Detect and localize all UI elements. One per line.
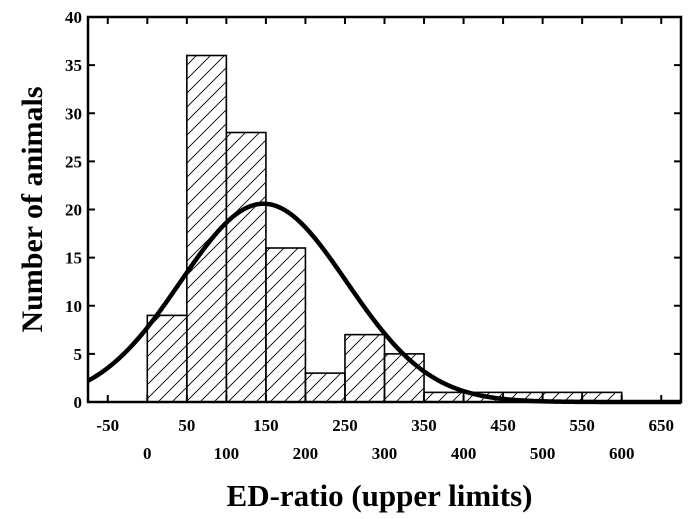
x-tick-label-upper: 50 <box>178 416 195 435</box>
x-tick-label-upper: 250 <box>332 416 358 435</box>
histogram-bar <box>225 131 267 403</box>
x-tick-label-upper: -50 <box>96 416 119 435</box>
x-tick-label-lower: 500 <box>530 444 556 463</box>
x-tick-label-lower: 600 <box>609 444 635 463</box>
x-tick-label-upper: 450 <box>490 416 516 435</box>
x-axis-title: ED-ratio (upper limits) <box>227 478 533 513</box>
histogram-bar <box>304 372 346 403</box>
y-tick-label: 30 <box>65 104 82 123</box>
y-axis-title: Number of animals <box>16 86 49 332</box>
ticks-layer <box>88 16 681 403</box>
x-tick-label-upper: 350 <box>411 416 437 435</box>
y-tick-label: 10 <box>65 297 82 316</box>
y-tick-label: 35 <box>65 56 82 75</box>
x-tick-label-lower: 400 <box>451 444 477 463</box>
histogram-bar <box>383 353 425 403</box>
y-tick-label: 5 <box>74 345 83 364</box>
x-tick-label-upper: 650 <box>648 416 674 435</box>
x-tick-label-upper: 150 <box>253 416 279 435</box>
y-tick-label: 0 <box>74 393 83 412</box>
y-tick-label: 40 <box>65 8 82 27</box>
y-tick-label: 20 <box>65 201 82 220</box>
histogram-bar <box>344 333 386 403</box>
y-tick-label: 15 <box>65 249 82 268</box>
histogram-bar <box>146 314 188 403</box>
tick-labels-layer: 0 5 10 15 20 25 30 35 40 -50 50 150 250 350 450 550 650 0… <box>65 8 674 463</box>
histogram-bar <box>265 247 307 403</box>
bars-layer <box>146 54 623 403</box>
x-tick-label-lower: 100 <box>214 444 240 463</box>
x-tick-label-lower: 300 <box>372 444 398 463</box>
histogram-bar <box>423 391 465 403</box>
x-tick-label-lower: 0 <box>143 444 152 463</box>
x-tick-label-lower: 200 <box>293 444 319 463</box>
x-tick-label-upper: 550 <box>569 416 595 435</box>
y-tick-label: 25 <box>65 152 82 171</box>
